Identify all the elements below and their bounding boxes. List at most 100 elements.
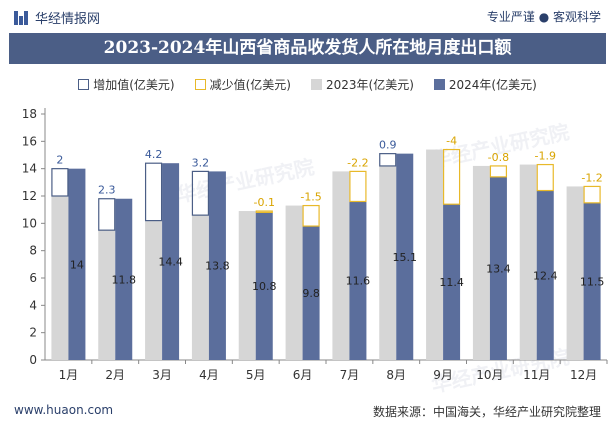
value-label-2024: 13.8 (205, 260, 230, 273)
legend-item-decrease: 减少值(亿美元) (194, 74, 291, 94)
legend-swatch-2023 (310, 78, 322, 90)
x-tick-label: 9月 (433, 368, 453, 382)
change-label: -0.8 (488, 151, 509, 164)
tagline: 专业严谨 ● 客观科学 (486, 10, 601, 24)
change-label: 4.2 (145, 148, 163, 161)
y-tick-label: 2 (29, 326, 37, 340)
change-box-increase (191, 170, 210, 216)
bar-2023 (98, 230, 116, 360)
y-tick-label: 12 (22, 189, 37, 203)
y-tick-label: 6 (29, 271, 37, 285)
brand-logo-icon (14, 10, 29, 25)
bar-2023 (285, 205, 303, 360)
value-label-2024: 10.8 (252, 280, 277, 293)
change-box-decrease (349, 170, 367, 203)
change-label: -1.2 (581, 171, 602, 184)
change-label: 0.9 (379, 139, 397, 152)
x-tick-label: 1月 (59, 368, 79, 382)
footer-site: www.huaon.com (14, 403, 114, 417)
bar-2024 (396, 153, 414, 360)
brand-name: 华经情报网 (35, 12, 101, 27)
x-tick-label: 11月 (523, 368, 550, 382)
x-tick-label: 3月 (152, 368, 172, 382)
legend-swatch-decrease (194, 78, 206, 90)
change-label: -1.5 (300, 191, 321, 204)
change-box-increase (144, 162, 163, 222)
legend-label-2024: 2024年(亿美元) (448, 77, 537, 92)
change-label: 3.2 (192, 156, 210, 169)
bar-2023 (566, 186, 584, 360)
change-box-decrease (536, 163, 554, 192)
legend: 增加值(亿美元) 减少值(亿美元) 2023年(亿美元) 2024年(亿美元) (0, 74, 615, 94)
footer: www.huaon.com 数据来源：中国海关，华经产业研究院整理 (0, 397, 615, 427)
change-box-decrease (489, 165, 508, 178)
change-label: -0.1 (254, 196, 275, 209)
change-box-decrease (302, 204, 320, 227)
footer-source: 数据来源：中国海关，华经产业研究院整理 (372, 405, 601, 419)
chart-title: 2023-2024年山西省商品收发货人所在地月度出口额 (103, 38, 512, 58)
value-label-2024: 11.8 (112, 273, 137, 286)
bar-2024 (162, 163, 180, 360)
value-label-2024: 14.4 (158, 256, 183, 269)
bar-2023 (191, 215, 209, 360)
bar-2023 (51, 196, 69, 360)
y-tick-label: 8 (29, 244, 37, 258)
value-label-2024: 11.6 (346, 275, 371, 288)
legend-swatch-increase (78, 78, 90, 90)
top-bar: 华经情报网 专业严谨 ● 客观科学 (0, 0, 615, 32)
change-box-increase (98, 198, 116, 231)
value-label-2024: 9.8 (302, 287, 320, 300)
x-tick-label: 2月 (105, 368, 125, 382)
bar-2024 (68, 168, 86, 360)
bar-2024 (443, 204, 461, 360)
x-tick-label: 4月 (199, 368, 219, 382)
change-label: 2 (56, 154, 63, 167)
bar-2023 (145, 220, 163, 360)
bar-2023 (332, 171, 350, 360)
bar-2023 (238, 211, 256, 360)
bar-2024 (208, 171, 226, 360)
x-tick-label: 7月 (340, 368, 360, 382)
bar-2023 (379, 165, 397, 360)
x-tick-label: 6月 (293, 368, 313, 382)
value-label-2024: 12.4 (533, 269, 558, 282)
legend-label-decrease: 减少值(亿美元) (209, 77, 291, 92)
y-tick-label: 0 (29, 353, 37, 367)
bar-2023 (426, 149, 444, 360)
x-tick-label: 12月 (570, 368, 597, 382)
value-label-2024: 15.1 (393, 251, 418, 264)
legend-label-2023: 2023年(亿美元) (325, 77, 414, 92)
y-tick-label: 14 (22, 162, 37, 176)
value-label-2024: 14 (70, 258, 84, 271)
title-bar: 2023-2024年山西省商品收发货人所在地月度出口额 (9, 33, 606, 64)
change-label: -2.2 (347, 156, 368, 169)
legend-item-2023: 2023年(亿美元) (310, 74, 414, 94)
bar-2024 (489, 176, 507, 360)
x-tick-label: 8月 (386, 368, 406, 382)
change-box-decrease (255, 210, 273, 214)
change-box-decrease (442, 148, 461, 205)
change-box-increase (51, 168, 69, 197)
legend-item-2024: 2024年(亿美元) (433, 74, 537, 94)
change-box-decrease (583, 185, 601, 204)
change-label: 2.3 (98, 184, 116, 197)
change-box-increase (379, 153, 397, 167)
y-tick-label: 10 (22, 216, 37, 230)
change-label: -1.9 (535, 150, 556, 163)
bar-2024 (255, 212, 273, 360)
bar-2024 (583, 202, 601, 360)
bar-2023 (519, 164, 537, 360)
change-label: -4 (446, 135, 457, 148)
x-tick-label: 10月 (476, 368, 503, 382)
bar-2024 (302, 226, 320, 360)
y-tick-label: 4 (29, 298, 37, 312)
y-tick-label: 18 (22, 107, 37, 121)
bar-2024 (349, 201, 367, 360)
x-tick-label: 5月 (246, 368, 266, 382)
brand: 华经情报网 (14, 8, 100, 27)
y-tick-label: 16 (22, 134, 37, 148)
legend-item-increase: 增加值(亿美元) (78, 74, 175, 94)
bar-2023 (472, 165, 490, 360)
